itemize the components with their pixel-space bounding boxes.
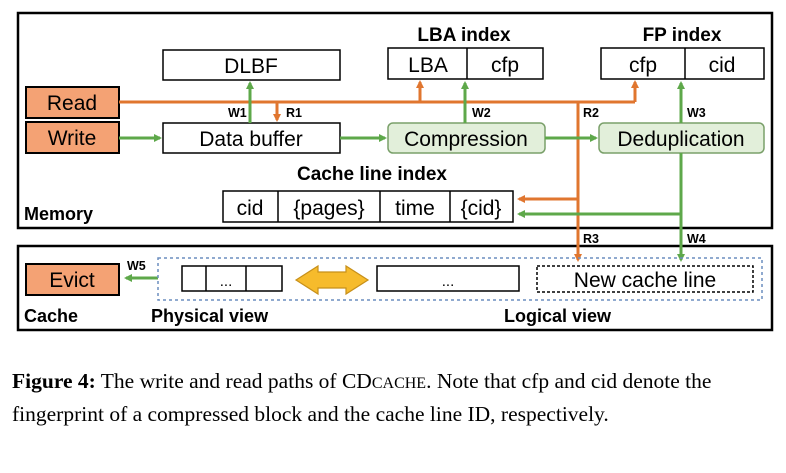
edge-w2: W2 — [472, 106, 491, 120]
logical-ellipsis: ... — [442, 273, 455, 290]
lba-field-lba: LBA — [408, 54, 448, 77]
cli-field-cid: cid — [237, 197, 264, 220]
edge-w3: W3 — [687, 106, 706, 120]
edge-w1: W1 — [228, 106, 247, 120]
write-path-arrows — [119, 81, 685, 282]
fp-field-cfp: cfp — [629, 54, 657, 77]
deduplication-label: Deduplication — [617, 128, 744, 151]
physical-logical-double-arrow — [294, 264, 370, 296]
caption-smallcaps: CACHE — [371, 375, 427, 392]
edge-r2: R2 — [583, 106, 599, 120]
edge-w4: W4 — [687, 232, 706, 246]
evict-box — [25, 263, 120, 296]
cache-dashed-area — [157, 257, 763, 301]
caption-text-before: The write and read paths of CD — [95, 369, 372, 393]
fp-index-title: FP index — [643, 25, 722, 46]
lba-index-title: LBA index — [417, 25, 511, 46]
lba-index-table — [387, 47, 544, 80]
cli-field-cid-set: {cid} — [461, 197, 502, 220]
cache-line-index-title: Cache line index — [297, 164, 447, 185]
read-label: Read — [47, 92, 97, 115]
caption-text-after: . Note that cfp and cid denote the finge… — [12, 369, 712, 426]
data-buffer-label: Data buffer — [199, 128, 303, 151]
edge-r3: R3 — [583, 232, 599, 246]
physical-view-cells — [181, 265, 283, 292]
memory-label: Memory — [24, 204, 93, 224]
lba-field-cfp: cfp — [491, 54, 519, 77]
new-cache-line-box — [536, 265, 754, 293]
fp-index-table — [600, 47, 765, 80]
physical-view-label: Physical view — [151, 306, 269, 326]
logical-view-box — [376, 265, 520, 292]
cdcache-diagram: Read Write DLBF LBA index LBA cfp FP ind… — [16, 11, 774, 332]
write-label: Write — [48, 127, 97, 150]
cache-label: Cache — [24, 306, 78, 326]
cache-line-index-table — [222, 190, 514, 223]
logical-view-label: Logical view — [504, 306, 612, 326]
edge-w5: W5 — [127, 259, 146, 273]
new-cache-line-label: New cache line — [574, 269, 716, 292]
edge-r1: R1 — [286, 106, 302, 120]
fp-field-cid: cid — [709, 54, 736, 77]
cli-field-time: time — [395, 197, 435, 220]
cli-field-pages: {pages} — [293, 197, 364, 220]
evict-label: Evict — [49, 269, 95, 292]
physical-ellipsis: ... — [220, 273, 233, 290]
dlbf-label: DLBF — [224, 55, 278, 78]
compression-label: Compression — [404, 128, 528, 151]
figure-number: Figure 4: — [12, 369, 96, 393]
read-box — [25, 86, 120, 119]
figure-caption: Figure 4: The write and read paths of CD… — [12, 366, 776, 429]
dlbf-box — [162, 49, 341, 81]
read-path-arrows — [119, 80, 639, 262]
data-buffer-box — [162, 122, 341, 154]
